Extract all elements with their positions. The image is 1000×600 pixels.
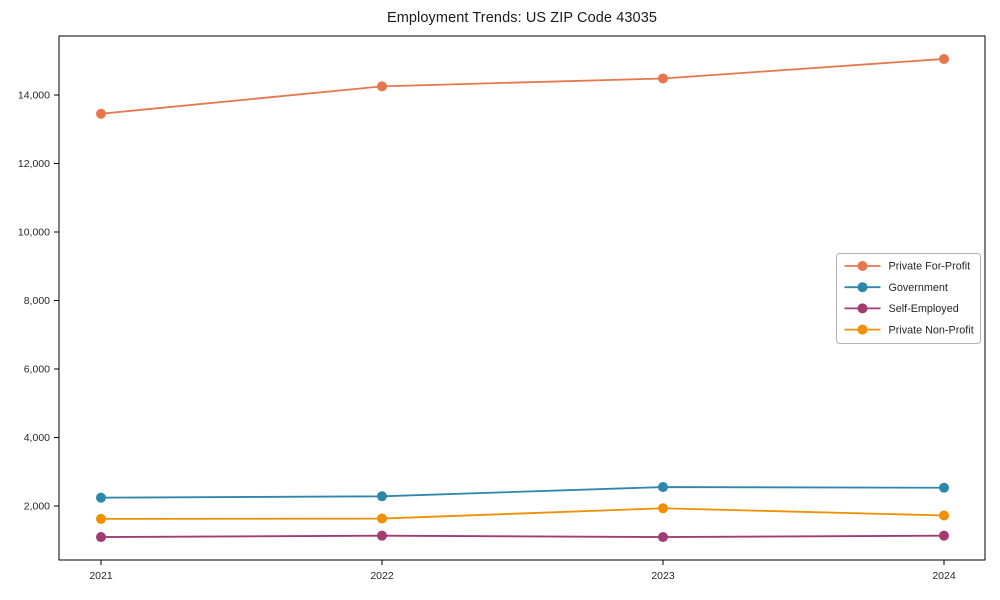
y-tick-label: 4,000 [24, 432, 50, 444]
y-tick-label: 2,000 [24, 501, 50, 513]
legend-label: Self-Employed [889, 303, 959, 315]
data-point-marker [939, 482, 949, 493]
data-point-marker [96, 532, 106, 543]
series-self-employed [96, 530, 949, 543]
y-tick-label: 6,000 [24, 364, 50, 376]
series-government [96, 482, 949, 503]
data-point-marker [658, 503, 668, 514]
y-tick-label: 12,000 [18, 158, 50, 170]
x-tick-label: 2023 [651, 570, 675, 582]
legend-label: Government [889, 282, 948, 294]
legend-swatch-marker [857, 324, 868, 335]
data-point-marker [377, 81, 387, 92]
chart-title: Employment Trends: US ZIP Code 43035 [386, 10, 658, 26]
y-tick-label: 14,000 [18, 90, 50, 102]
data-point-marker [939, 530, 949, 541]
legend-item: Private Non-Profit [844, 324, 974, 336]
y-axis: 2,000 4,000 6,000 8,000 10,000 12,000 14,000 [18, 90, 59, 513]
data-point-marker [939, 510, 949, 521]
x-tick-label: 2022 [370, 570, 394, 582]
series-line [100, 486, 945, 499]
legend-box [836, 253, 981, 344]
data-point-marker [377, 530, 387, 541]
data-point-marker [658, 532, 668, 543]
data-point-marker [377, 513, 387, 524]
y-tick-label: 10,000 [18, 227, 50, 239]
x-tick-label: 2024 [932, 570, 956, 582]
legend-item: Self-Employed [844, 303, 959, 315]
y-tick-label: 8,000 [24, 295, 50, 307]
legend-label: Private For-Profit [889, 261, 971, 273]
series-line [100, 58, 945, 115]
legend-swatch-marker [857, 282, 868, 293]
x-axis: 2021 2022 2023 2024 [89, 560, 956, 582]
data-point-marker [658, 482, 668, 493]
legend-item: Government [844, 282, 948, 294]
legend: Private For-Profit Government Self-Employe… [836, 253, 981, 344]
data-point-marker [939, 53, 949, 64]
series-private-non-profit [96, 503, 949, 524]
series-line [100, 507, 945, 520]
data-point-marker [377, 491, 387, 502]
data-point-marker [96, 108, 106, 119]
legend-label: Private Non-Profit [889, 324, 974, 336]
legend-swatch-marker [857, 303, 868, 314]
series-line [100, 534, 945, 538]
x-tick-label: 2021 [89, 570, 113, 582]
data-point-marker [96, 492, 106, 503]
legend-swatch-marker [857, 261, 868, 271]
plot-border [58, 35, 986, 561]
series-private-for-profit [96, 53, 949, 119]
legend-item: Private For-Profit [844, 261, 971, 273]
data-point-marker [658, 73, 668, 84]
data-point-marker [96, 513, 106, 524]
